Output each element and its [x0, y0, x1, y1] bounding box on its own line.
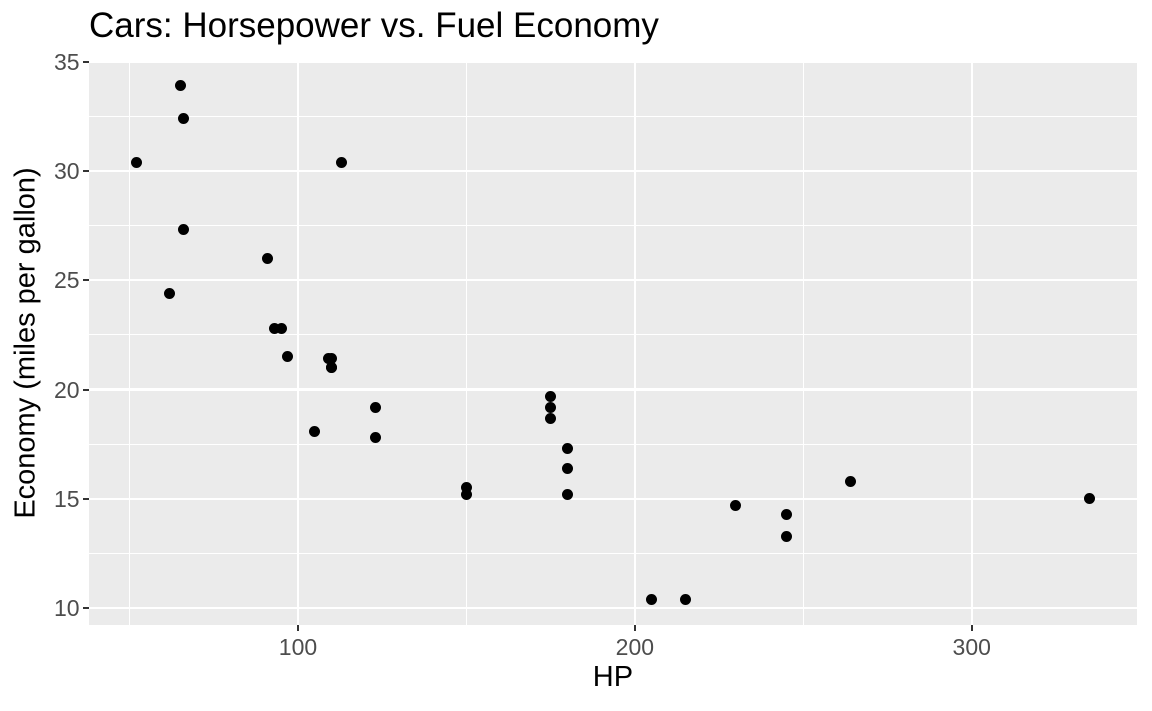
chart-title: Cars: Horsepower vs. Fuel Economy [89, 6, 659, 45]
gridline-y-major [88, 607, 1138, 610]
data-point [545, 412, 557, 424]
x-tick-label: 200 [615, 634, 655, 661]
data-point [561, 443, 573, 455]
data-point [561, 462, 573, 474]
data-point [336, 156, 348, 168]
data-point [262, 252, 274, 264]
x-tick-label: 300 [952, 634, 991, 661]
y-axis-title: Economy (miles per gallon) [9, 166, 42, 519]
x-tick-label: 100 [278, 634, 318, 661]
data-point [545, 401, 557, 413]
data-point [369, 432, 381, 444]
x-axis-title: HP [592, 661, 634, 693]
gridline-y-minor [88, 553, 1138, 555]
data-point [460, 482, 472, 494]
y-tick-label: 20 [54, 376, 80, 403]
data-point [545, 390, 557, 402]
data-point [309, 425, 321, 437]
data-point [322, 353, 334, 365]
gridline-x-major [970, 60, 973, 626]
y-tick-label: 25 [54, 267, 80, 294]
y-tick-label: 10 [54, 595, 80, 622]
y-tick-mark [83, 60, 89, 63]
data-point [164, 287, 176, 299]
gridline-y-minor [88, 443, 1138, 445]
data-point [780, 530, 792, 542]
data-point [679, 594, 691, 605]
gridline-y-minor [88, 334, 1138, 336]
data-point [130, 156, 142, 168]
gridline-x-major [633, 60, 637, 626]
data-point [561, 489, 573, 501]
data-point [177, 112, 189, 124]
data-point [275, 322, 287, 334]
gridline-y-major [88, 497, 1138, 501]
gridline-y-major [88, 60, 1138, 63]
data-point [460, 489, 472, 501]
data-point [780, 508, 792, 520]
data-point [282, 351, 294, 363]
data-point [268, 322, 280, 334]
y-tick-mark [83, 279, 89, 282]
data-point [646, 594, 658, 605]
y-tick-mark [83, 388, 89, 391]
data-point [844, 475, 856, 487]
y-tick-mark [83, 169, 89, 173]
gridline-x-major [296, 60, 300, 626]
y-tick-mark [83, 607, 89, 610]
y-tick-label: 35 [54, 48, 80, 75]
gridline-y-major [88, 169, 1138, 173]
x-tick-mark [296, 625, 300, 631]
gridline-x-minor [465, 60, 467, 626]
data-point [177, 224, 189, 236]
data-point [730, 499, 742, 511]
gridline-y-major [88, 388, 1138, 391]
x-tick-mark [633, 625, 636, 631]
gridline-y-minor [88, 225, 1138, 227]
gridline-y-major [88, 279, 1138, 282]
data-point [1084, 493, 1096, 505]
x-tick-mark [970, 625, 973, 631]
gridline-x-minor [802, 60, 804, 626]
data-point [326, 362, 338, 374]
y-tick-label: 15 [54, 485, 80, 512]
plot-panel [88, 60, 1138, 626]
y-tick-mark [83, 497, 89, 501]
gridline-y-minor [88, 115, 1138, 117]
data-point [174, 80, 186, 92]
y-tick-label: 30 [54, 157, 80, 184]
data-point [369, 401, 381, 413]
gridline-x-minor [128, 60, 131, 626]
